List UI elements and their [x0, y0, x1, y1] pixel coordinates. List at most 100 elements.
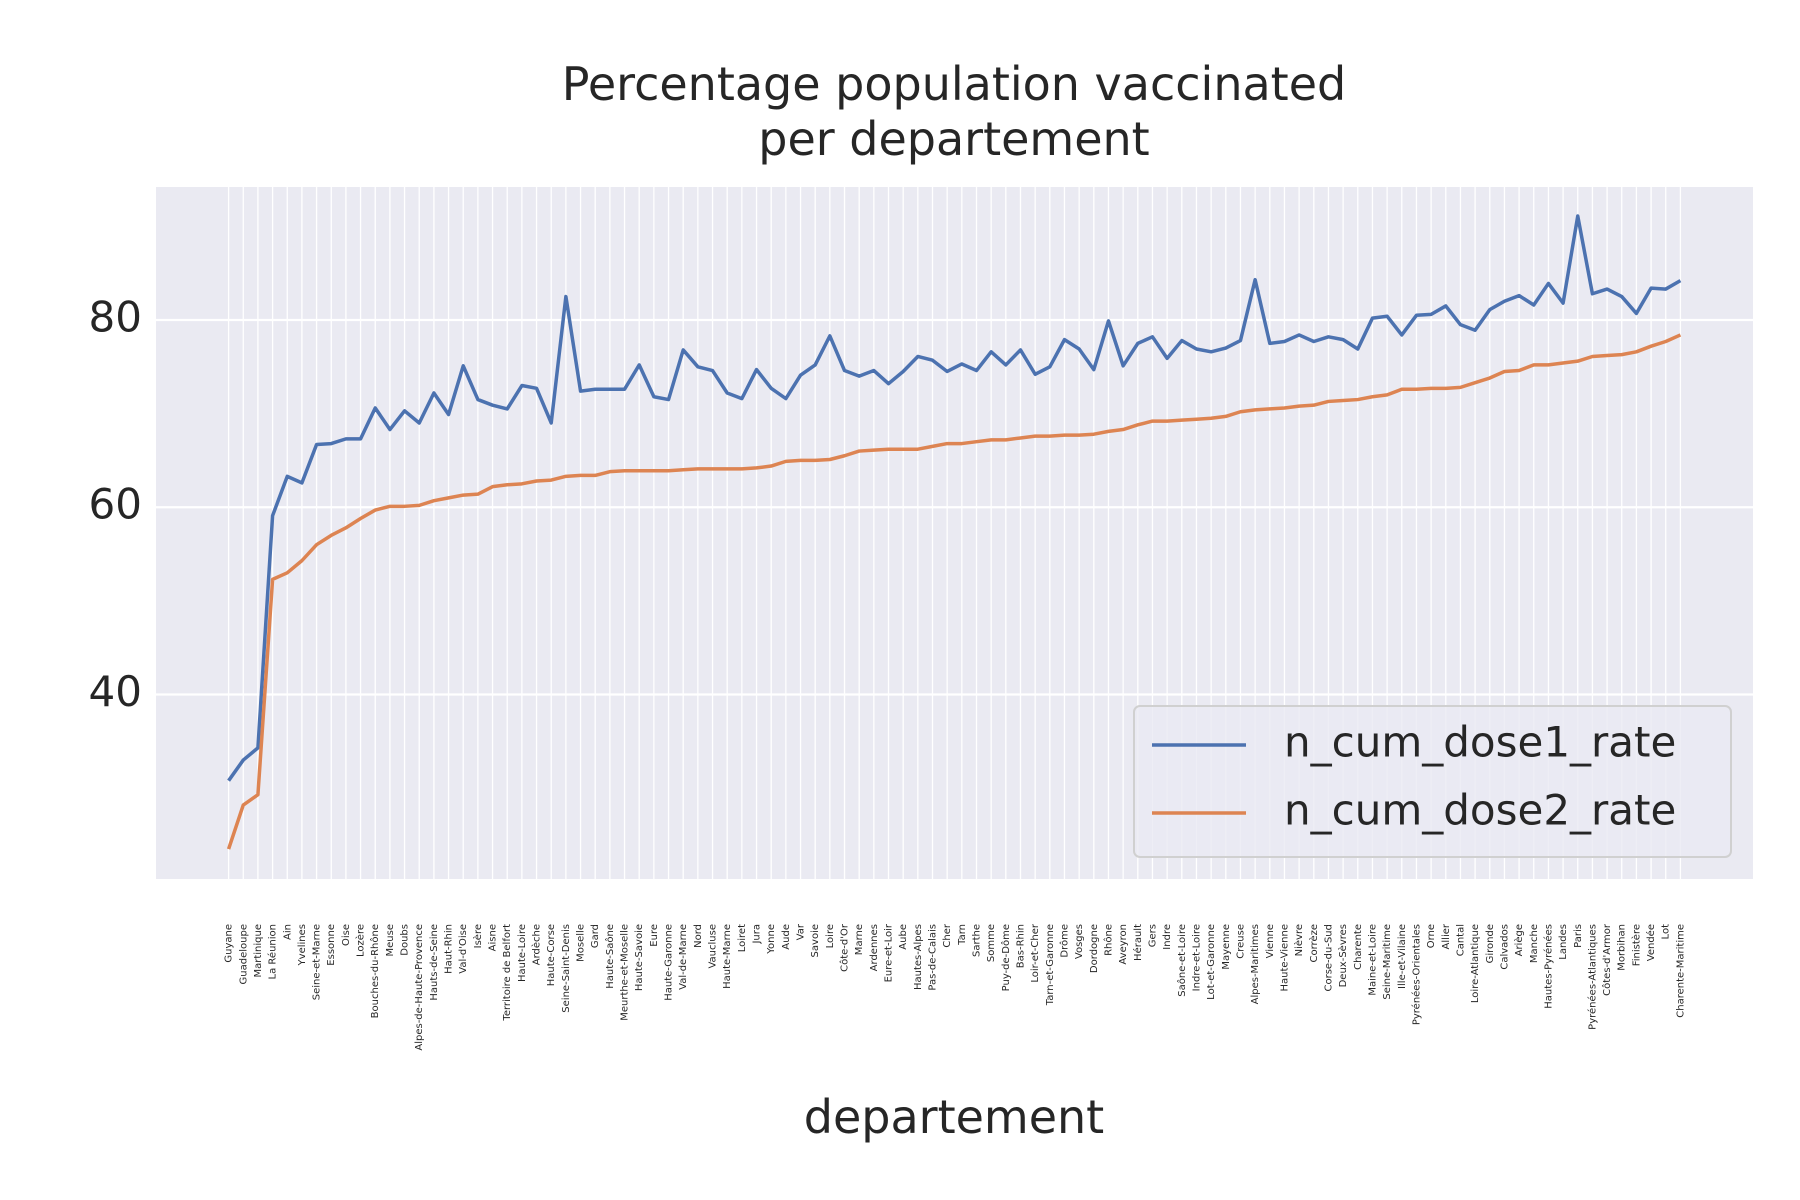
x-tick-label: Ardèche: [531, 924, 543, 965]
x-tick-label: Alpes-de-Haute-Provence: [414, 924, 425, 1051]
x-tick-label: Cantal: [1455, 924, 1466, 956]
x-tick-label: Guyane: [224, 924, 235, 963]
series-line: [226, 333, 1682, 850]
x-tick-label: Guadeloupe: [238, 924, 249, 984]
x-tick-label: Vaucluse: [708, 924, 719, 969]
x-tick-label: Calvados: [1499, 924, 1510, 970]
x-tick-label: Moselle: [576, 924, 587, 962]
series-line: [227, 214, 1682, 782]
x-tick-label: Marne: [854, 924, 865, 955]
x-tick-label: Var: [796, 923, 807, 940]
x-tick-label: Loir-et-Cher: [1030, 923, 1041, 983]
x-tick-label: Paris: [1573, 924, 1584, 948]
x-tick-label: Vienne: [1265, 924, 1276, 958]
x-tick-label: Haute-Savoie: [634, 924, 645, 991]
x-tick-label: Isère: [472, 924, 484, 948]
x-tick-label: Lozère: [355, 924, 367, 957]
x-tick-label: Aveyron: [1118, 924, 1129, 965]
x-tick-label: Aude: [781, 924, 792, 950]
x-tick-label: Martinique: [253, 924, 264, 978]
x-tick-label: Haute-Vienne: [1279, 924, 1290, 991]
x-tick-label: Oise: [341, 924, 352, 946]
x-tick-label: Puy-de-Dôme: [1000, 924, 1012, 991]
x-tick-label: Pyrénées-Atlantiques: [1586, 924, 1598, 1030]
x-tick-label: Rhône: [1102, 924, 1114, 956]
x-tick-label: Tarn-et-Garonne: [1045, 924, 1056, 1006]
x-tick-label: Meuse: [385, 924, 396, 956]
x-tick-label: Cher: [942, 923, 953, 947]
x-tick-label: Loiret: [737, 924, 748, 952]
x-tick-label: Loire-Atlantique: [1470, 924, 1481, 1003]
x-tick-label: Pas-de-Calais: [928, 924, 939, 991]
x-tick-label: Creuse: [1235, 924, 1246, 959]
x-tick-label: Corrèze: [1308, 924, 1320, 962]
x-tick-label: Hautes-Pyrénées: [1542, 924, 1554, 1009]
x-tick-label: Charente-Maritime: [1675, 924, 1686, 1018]
x-tick-label: Maine-et-Loire: [1367, 924, 1378, 996]
x-tick-label: Bas-Rhin: [1015, 924, 1026, 968]
x-tick-label: Allier: [1441, 923, 1452, 949]
x-tick-label: Haute-Marne: [722, 924, 733, 989]
x-tick-label: Aube: [898, 924, 909, 950]
x-tick-label: La Réunion: [267, 924, 279, 979]
x-tick-label: Landes: [1558, 924, 1569, 960]
x-tick-label: Haute-Garonne: [664, 924, 675, 1001]
lines: [226, 214, 1682, 850]
chart-title: Percentage population vaccinated: [562, 57, 1346, 111]
x-tick-label: Corse-du-Sud: [1323, 924, 1334, 992]
x-tick-label: Meurthe-et-Moselle: [620, 924, 631, 1021]
chart-title: per departement: [758, 112, 1149, 166]
x-tick-label: Haute-Corse: [546, 924, 557, 986]
x-tick-label: Hérault: [1132, 924, 1144, 961]
x-tick-label: Sarthe: [971, 924, 982, 957]
x-tick-label: Mayenne: [1221, 924, 1232, 970]
x-tick-label: Finistère: [1630, 924, 1642, 966]
grid: [156, 187, 1753, 879]
x-tick-label: Eure: [649, 924, 660, 947]
x-tick-label: Bouches-du-Rhône: [369, 924, 381, 1018]
x-tick-label: Nord: [693, 924, 704, 948]
x-tick-label: Ariège: [1513, 924, 1525, 956]
x-tick-label: Haute-Loire: [517, 924, 528, 982]
x-tick-label: Gers: [1147, 924, 1158, 947]
x-tick-label: Orne: [1426, 924, 1437, 948]
x-tick-label: Essonne: [326, 924, 337, 966]
x-tick-label: Manche: [1529, 924, 1540, 963]
x-tick-label: Deux-Sèvres: [1337, 924, 1349, 987]
x-axis-label: departement: [804, 1090, 1104, 1144]
legend-label: n_cum_dose1_rate: [1284, 718, 1676, 767]
y-tick-label: 80: [89, 292, 142, 341]
legend: n_cum_dose1_rate n_cum_dose2_rate: [1133, 705, 1732, 858]
x-tick-label: Indre-et-Loire: [1191, 924, 1202, 991]
x-tick-label: Morbihan: [1617, 924, 1628, 971]
x-tick-label: Doubs: [400, 924, 411, 956]
x-tick-label: Drôme: [1058, 924, 1070, 958]
x-tick-label: Val-de-Marne: [678, 924, 689, 990]
x-tick-label: Hautes-Alpes: [913, 924, 924, 990]
x-tick-label: Gard: [590, 924, 601, 948]
x-tick-label: Aisne: [488, 924, 499, 951]
x-tick-label: Ardennes: [869, 924, 880, 971]
x-tick-label: Yvelines: [297, 924, 308, 966]
x-tick-label: Saône-et-Loire: [1176, 924, 1188, 997]
x-tick-label: Dordogne: [1089, 924, 1100, 973]
y-tick-label: 60: [89, 480, 142, 529]
x-tick-label: Seine-et-Marne: [312, 924, 323, 1000]
x-tick-label: Yonne: [766, 924, 777, 955]
x-tick-label: Haute-Saône: [604, 924, 616, 989]
x-tick-label: Lot: [1661, 924, 1672, 940]
x-tick-label: Val-d'Oise: [458, 924, 469, 974]
legend-label: n_cum_dose2_rate: [1284, 786, 1676, 835]
x-tick-label: Côte-d'Or: [839, 923, 851, 972]
y-tick-label: 40: [89, 667, 142, 716]
x-tick-label: Seine-Saint-Denis: [561, 924, 572, 1013]
x-tick-label: Indre: [1162, 924, 1173, 950]
x-tick-label: Tarn: [957, 924, 968, 946]
x-tick-label: Somme: [986, 924, 997, 962]
x-tick-label: Vosges: [1074, 924, 1085, 959]
x-tick-label: Pyrénées-Orientales: [1410, 924, 1422, 1025]
legend-box: [1133, 705, 1732, 858]
x-tick-label: Vendée: [1645, 924, 1657, 961]
x-tick-label: Loire: [825, 924, 836, 948]
